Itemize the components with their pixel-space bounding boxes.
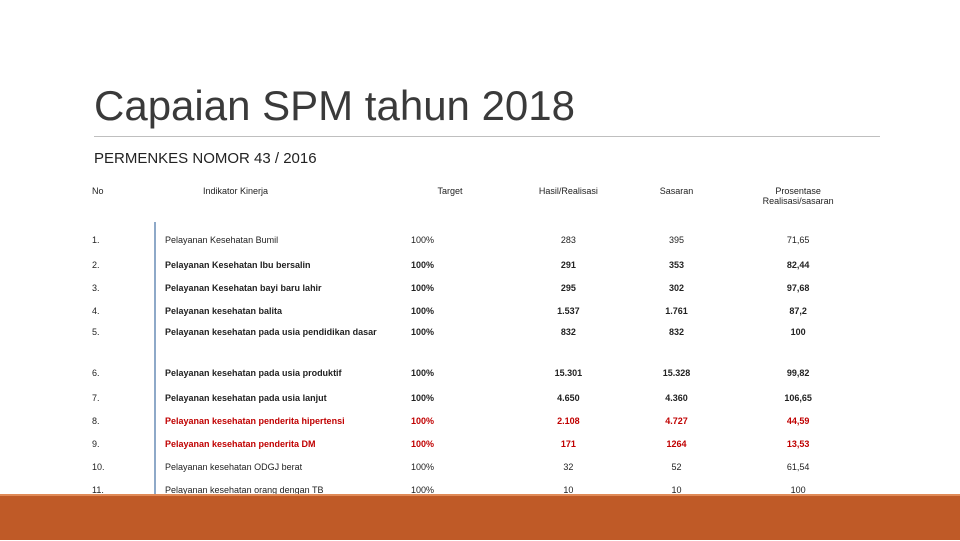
table-header-row: No Indikator Kinerja Target Hasil/Realis… [86,178,880,231]
cell-prosentase: 87,2 [789,306,807,316]
cell-no: 1. [92,235,100,245]
table-row: 8. Pelayanan kesehatan penderita hiperten… [86,412,880,435]
cell-no: 3. [92,283,100,293]
slide-title: Capaian SPM tahun 2018 [94,82,576,129]
bottom-accent-line [0,494,960,496]
cell-prosentase: 82,44 [786,260,810,270]
header-prosentase: Prosentase Realisasi/sasaran [716,178,880,231]
cell-prosentase: 61,54 [786,462,810,472]
cell-sasaran: 353 [669,260,685,270]
header-hasil: Hasil/Realisasi [538,186,598,196]
cell-target: 100% [411,439,435,449]
cell-indikator: Pelayanan kesehatan penderita hipertensi [165,416,345,426]
cell-sasaran: 1264 [666,439,687,449]
cell-indikator: Pelayanan kesehatan pada usia pendidikan… [165,327,377,337]
cell-hasil: 1.537 [557,306,580,316]
cell-indikator: Pelayanan kesehatan penderita DM [165,439,316,449]
table-row: 7. Pelayanan kesehatan pada usia lanjut 10… [86,389,880,412]
table-row: 3. Pelayanan Kesehatan bayi baru lahir 100… [86,279,880,302]
slide-subtitle: PERMENKES NOMOR 43 / 2016 [94,150,317,167]
cell-no: 6. [92,368,100,378]
cell-indikator: Pelayanan kesehatan pada usia lanjut [165,393,327,403]
cell-indikator: Pelayanan kesehatan balita [165,306,283,316]
cell-target: 100% [411,260,435,270]
cell-hasil: 2.108 [557,416,580,426]
cell-target: 100% [411,235,435,245]
cell-prosentase: 100 [790,327,806,337]
header-indikator: Indikator Kinerja [203,186,269,196]
cell-no: 7. [92,393,100,403]
cell-target: 100% [411,393,435,403]
cell-sasaran: 1.761 [665,306,688,316]
cell-hasil: 4.650 [557,393,580,403]
cell-sasaran: 4.360 [665,393,688,403]
cell-sasaran: 52 [671,462,682,472]
cell-hasil: 283 [560,235,576,245]
cell-no: 9. [92,439,100,449]
cell-indikator: Pelayanan kesehatan orang dengan TB [165,485,324,495]
cell-sasaran: 832 [669,327,685,337]
cell-prosentase: 44,59 [786,416,810,426]
table-row: 2. Pelayanan Kesehatan Ibu bersalin 100% 29… [86,256,880,279]
header-target: Target [437,186,463,196]
cell-prosentase: 97,68 [786,283,810,293]
cell-hasil: 15.301 [554,368,583,378]
left-column-rule [154,222,156,496]
header-no: No [92,186,104,196]
cell-sasaran: 302 [669,283,685,293]
cell-no: 10. [92,462,105,472]
cell-prosentase: 71,65 [786,235,810,245]
cell-hasil: 291 [560,260,576,270]
cell-no: 8. [92,416,100,426]
table-row: 4. Pelayanan kesehatan balita 100% 1.537 1.7… [86,302,880,323]
cell-hasil: 832 [560,327,576,337]
cell-target: 100% [411,416,435,426]
cell-sasaran: 10 [671,485,682,495]
cell-target: 100% [411,283,435,293]
cell-hasil: 10 [563,485,574,495]
cell-prosentase: 100 [790,485,806,495]
title-rule [94,136,880,137]
cell-sasaran: 395 [669,235,685,245]
cell-prosentase: 99,82 [786,368,810,378]
cell-prosentase: 106,65 [784,393,812,403]
cell-sasaran: 15.328 [662,368,691,378]
cell-target: 100% [411,306,435,316]
cell-indikator: Pelayanan Kesehatan bayi baru lahir [165,283,322,293]
cell-hasil: 171 [560,439,576,449]
cell-no: 11. [92,485,104,495]
cell-hasil: 295 [560,283,576,293]
cell-indikator: Pelayanan kesehatan pada usia produktif [165,368,342,378]
header-sasaran: Sasaran [659,186,694,196]
cell-no: 4. [92,306,100,316]
table-row: 1. Pelayanan Kesehatan Bumil 100% 283 395 71,… [86,231,880,256]
cell-sasaran: 4.727 [665,416,688,426]
cell-no: 5. [92,327,100,337]
cell-indikator: Pelayanan kesehatan ODGJ berat [165,462,303,472]
table-row: 9. Pelayanan kesehatan penderita DM 100% 17… [86,435,880,458]
cell-indikator: Pelayanan Kesehatan Bumil [165,235,279,245]
cell-target: 100% [411,485,435,495]
table-row: 6. Pelayanan kesehatan pada usia produkti… [86,364,880,389]
cell-target: 100% [411,368,435,378]
spm-table: No Indikator Kinerja Target Hasil/Realis… [86,178,880,541]
table-row: 11. Pelayanan kesehatan orang dengan TB 10… [86,481,880,506]
cell-indikator: Pelayanan Kesehatan Ibu bersalin [165,260,311,270]
cell-target: 100% [411,462,435,472]
cell-no: 2. [92,260,100,270]
table-row: 5. Pelayanan kesehatan pada usia pendidik… [86,323,880,364]
table-row: 10. Pelayanan kesehatan ODGJ berat 100% 32 5… [86,458,880,481]
header-prosentase-line2: Realisasi/sasaran [762,196,834,206]
cell-target: 100% [411,327,435,337]
cell-prosentase: 13,53 [786,439,810,449]
header-prosentase-line1: Prosentase [775,186,821,196]
cell-hasil: 32 [563,462,574,472]
table-container: No Indikator Kinerja Target Hasil/Realis… [86,178,880,520]
bottom-accent-bar [0,496,960,540]
